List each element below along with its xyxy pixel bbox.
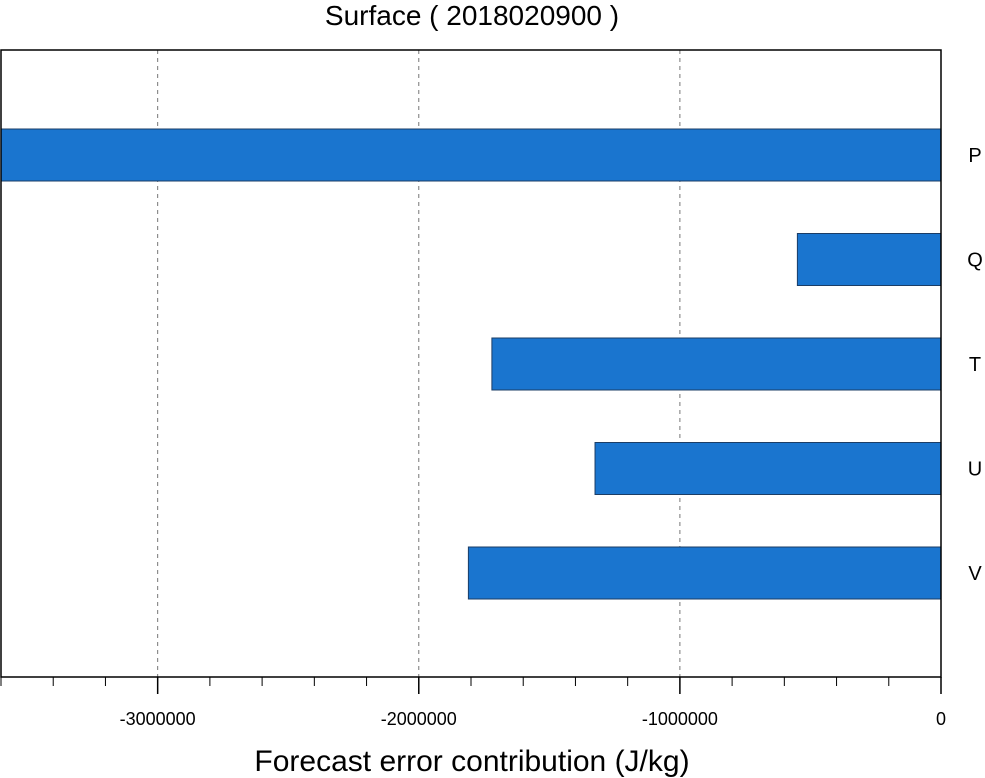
category-labels: P Q T U V	[967, 145, 983, 585]
bars	[0, 128, 942, 600]
bar-t	[491, 337, 942, 391]
category-label: U	[968, 459, 982, 481]
chart-title: Surface ( 2018020900 )	[325, 0, 619, 31]
x-tick-label: 0	[936, 709, 946, 729]
x-axis-ticks	[0, 677, 942, 694]
bar-p	[0, 128, 942, 182]
x-tick-label: -2000000	[381, 709, 457, 729]
x-axis-label: Forecast error contribution (J/kg)	[254, 745, 689, 778]
category-label: V	[968, 563, 982, 585]
category-label: P	[968, 145, 981, 167]
bar-u	[594, 442, 942, 495]
x-tick-label: -1000000	[642, 709, 718, 729]
category-label: T	[969, 354, 981, 376]
x-tick-label: -3000000	[120, 709, 196, 729]
category-label: Q	[967, 250, 983, 272]
x-axis-tick-labels: -3000000 -2000000 -1000000 0	[120, 709, 946, 729]
bar-v	[467, 546, 942, 600]
bar-q	[796, 233, 942, 286]
